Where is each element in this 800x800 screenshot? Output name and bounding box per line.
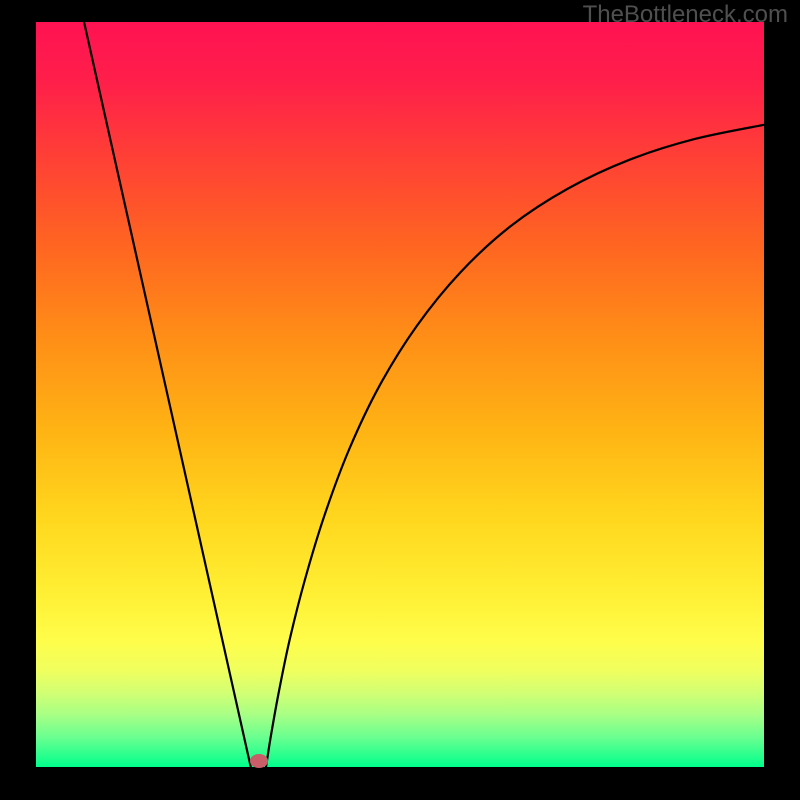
curve-overlay [36,22,764,767]
curve-left-branch [84,22,251,767]
plot-area [36,22,764,767]
optimum-marker [250,754,268,768]
watermark-text: TheBottleneck.com [583,1,788,29]
curve-right-branch [266,125,764,767]
